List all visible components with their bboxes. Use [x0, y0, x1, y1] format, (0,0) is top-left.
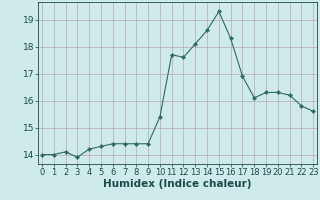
X-axis label: Humidex (Indice chaleur): Humidex (Indice chaleur) — [103, 179, 252, 189]
